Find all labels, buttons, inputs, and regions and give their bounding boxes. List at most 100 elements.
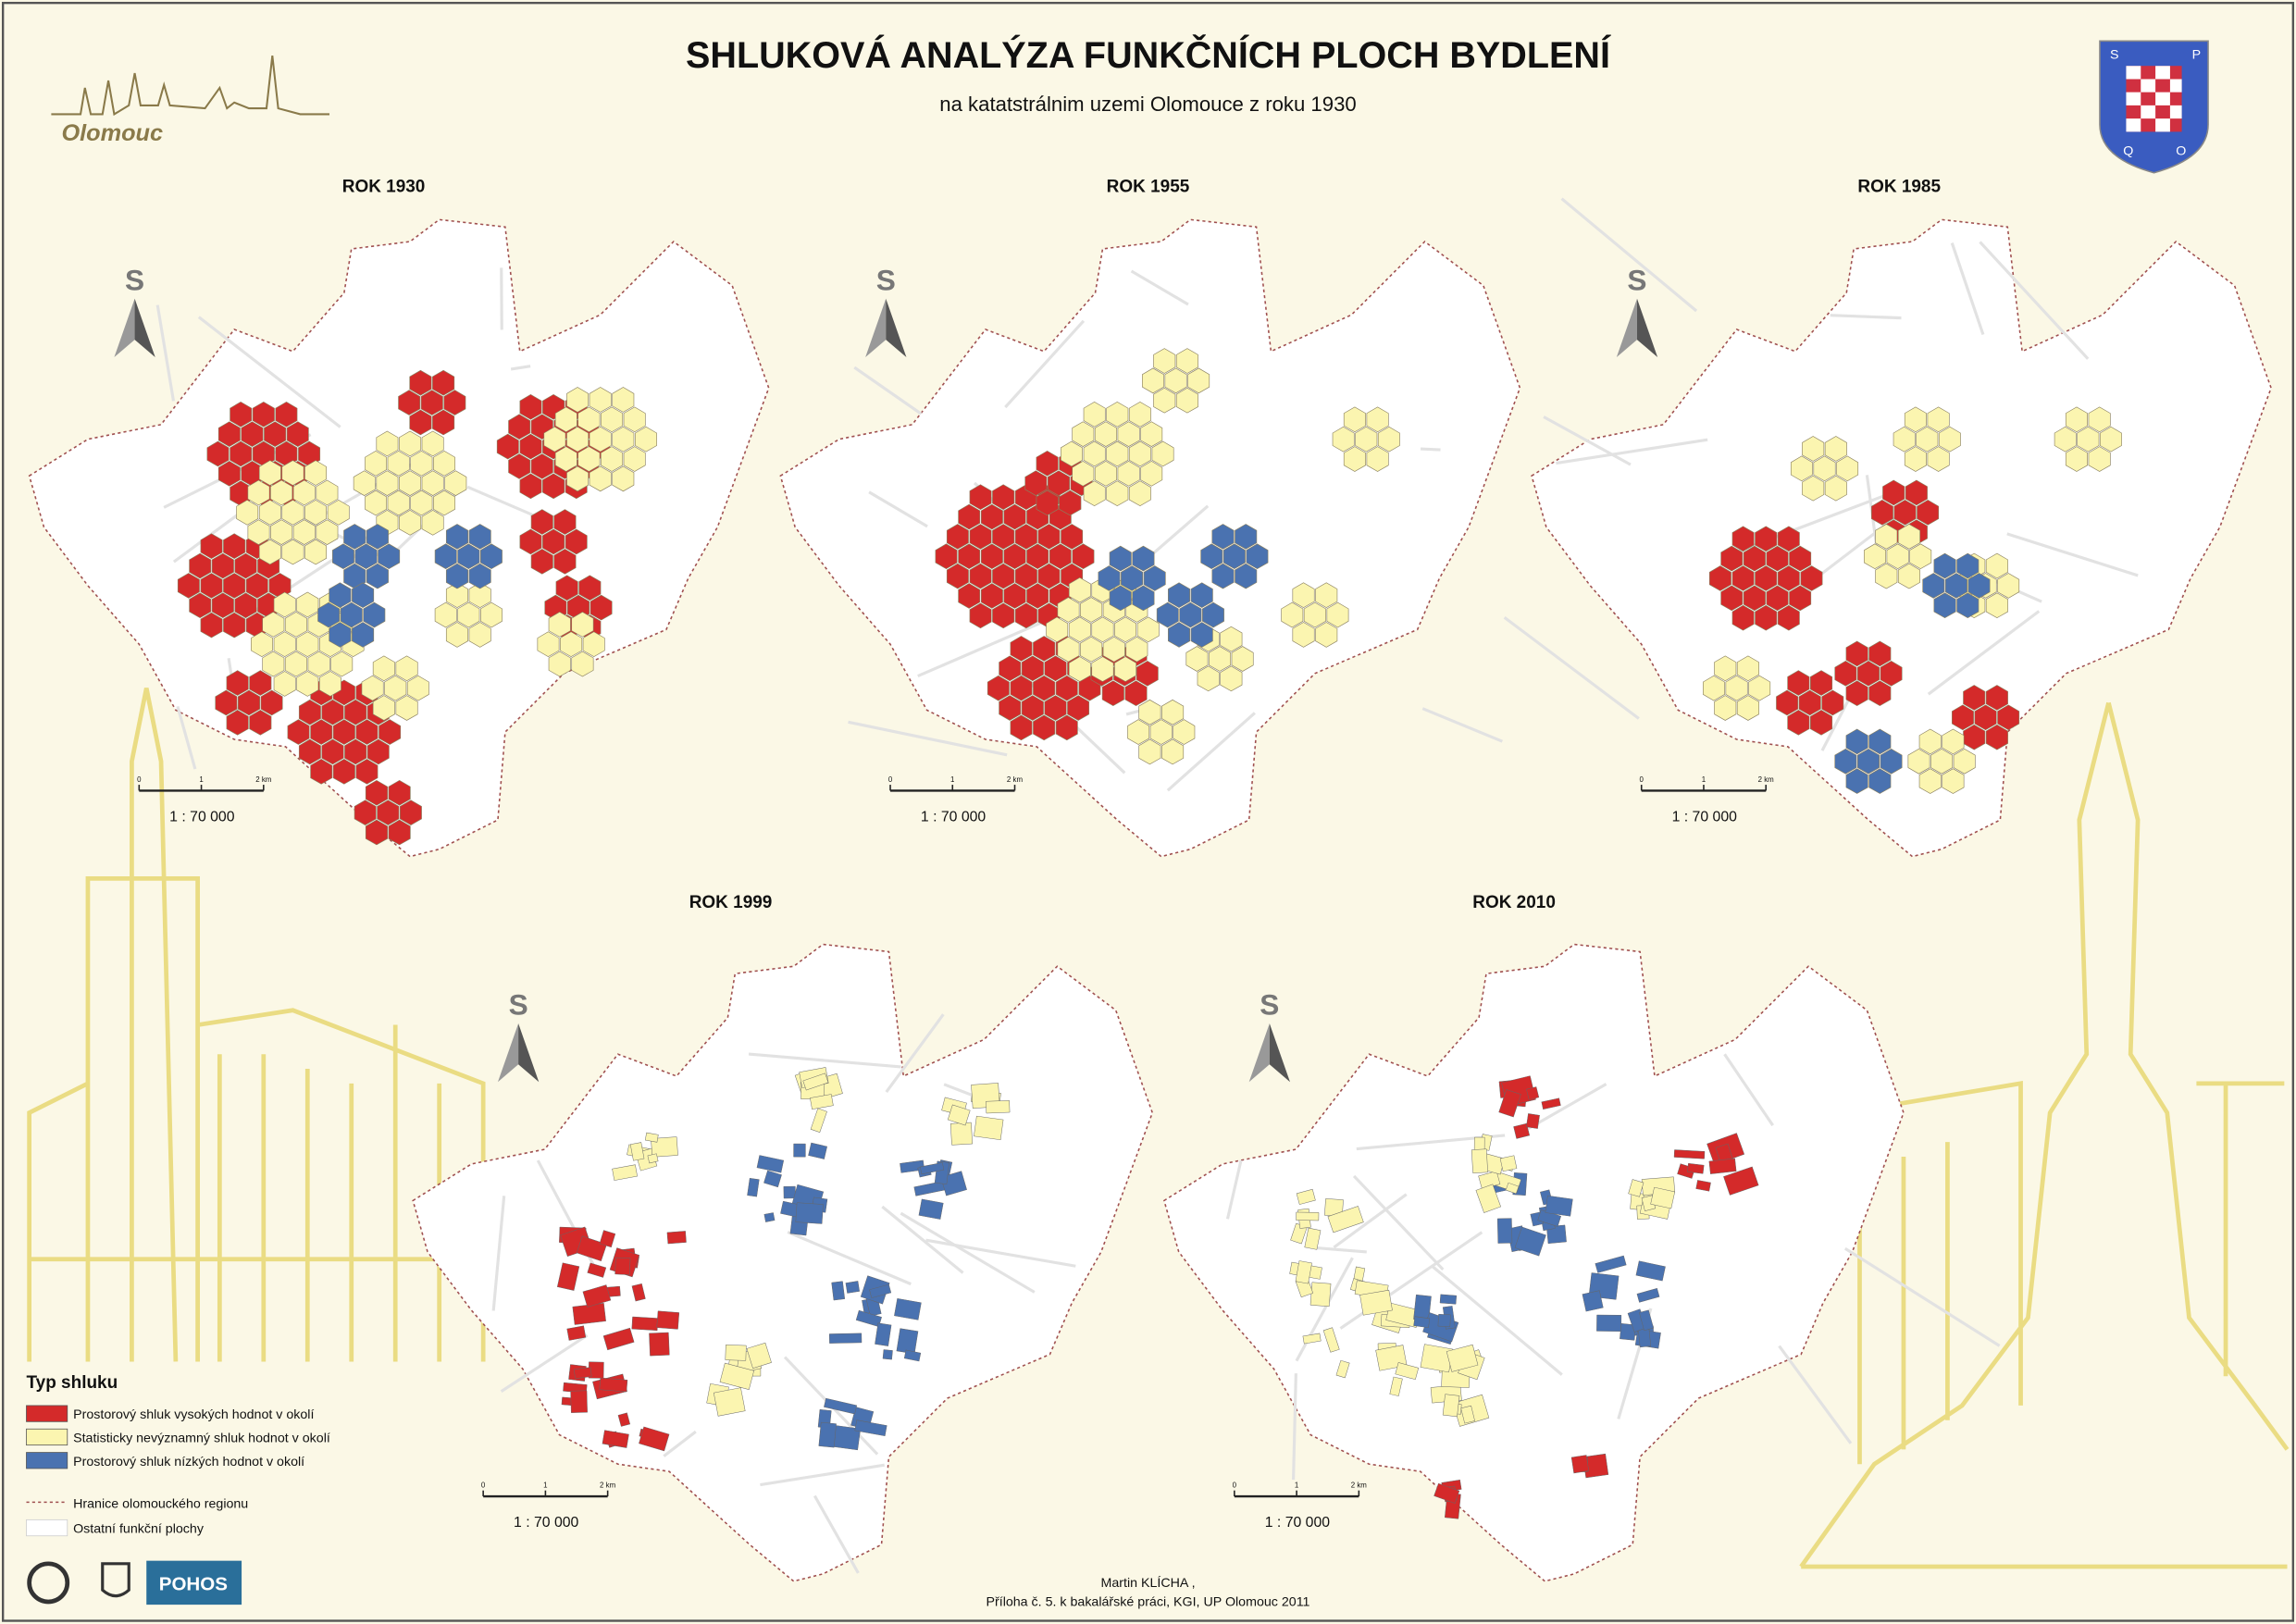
cluster-hex <box>1893 499 1917 526</box>
cluster-hex <box>2054 426 2077 452</box>
cluster-hex <box>445 622 469 648</box>
cluster-hex <box>211 552 234 579</box>
north-label: S <box>876 263 896 296</box>
cluster-hex <box>1161 699 1185 725</box>
map-panel: S 0 1 2 km 1 : 70 000 <box>1162 943 2001 1582</box>
cluster-hex <box>395 695 418 721</box>
cluster-hex <box>365 779 388 806</box>
cluster-hex <box>223 612 246 638</box>
cluster-hex <box>223 533 246 559</box>
street <box>1225 1159 1243 1220</box>
cluster-hex <box>1125 636 1148 663</box>
scale-ratio: 1 : 70 000 <box>514 1515 579 1531</box>
scale-ratio: 1 : 70 000 <box>1672 810 1738 825</box>
cluster-block <box>1526 1086 1540 1100</box>
cluster-block <box>649 1332 670 1357</box>
cluster-hex <box>434 543 457 570</box>
cluster-hex <box>582 631 605 657</box>
cluster-hex <box>1856 661 1880 687</box>
cluster-hex <box>1055 675 1078 701</box>
cluster-hex <box>946 524 969 550</box>
cluster-block <box>614 1257 631 1275</box>
cluster-hex <box>554 446 577 472</box>
cluster-hex <box>206 440 230 467</box>
cluster-hex <box>1927 406 1950 433</box>
street <box>1333 1193 1408 1249</box>
cluster-hex <box>1091 616 1114 643</box>
cluster-block <box>831 1281 846 1301</box>
logo-up <box>101 1562 130 1598</box>
cluster-hex <box>1072 461 1095 487</box>
cluster-hex <box>1292 582 1315 608</box>
cluster-hex <box>1777 565 1800 591</box>
cluster-hex <box>555 575 578 601</box>
cluster-hex <box>366 738 390 765</box>
cluster-hex <box>399 510 422 536</box>
cluster-hex <box>1003 543 1026 570</box>
cluster-hex <box>270 479 293 506</box>
scale-ratio: 1 : 70 000 <box>169 810 235 825</box>
cluster-hex <box>1714 695 1737 721</box>
cluster-hex <box>519 473 542 500</box>
street <box>491 1196 506 1311</box>
street <box>1843 1246 2001 1347</box>
cluster-hex <box>292 479 316 506</box>
cluster-block <box>1545 1195 1573 1217</box>
cluster-hex <box>399 800 422 825</box>
street <box>2006 532 2139 577</box>
cluster-hex <box>1164 367 1187 394</box>
cluster-hex <box>398 390 421 415</box>
cluster-hex <box>1046 616 1069 643</box>
cluster-hex <box>421 430 444 457</box>
cluster-hex <box>352 622 375 648</box>
cluster-hex <box>241 421 264 447</box>
cluster-hex <box>548 651 571 677</box>
cluster-hex <box>2065 446 2089 472</box>
cluster-hex <box>1997 573 2020 599</box>
cluster-hex <box>1736 695 1759 721</box>
cluster-block <box>828 1333 863 1344</box>
cluster-hex <box>1036 490 1059 516</box>
cluster-hex <box>1366 406 1389 433</box>
cluster-block <box>1636 1287 1660 1303</box>
cluster-hex <box>479 543 503 570</box>
cluster-hex <box>1061 440 1083 467</box>
scale-tick-label: 2 km <box>1758 775 1775 784</box>
cluster-hex <box>2088 406 2111 433</box>
cluster-block <box>903 1349 922 1362</box>
scale-tick-label: 2 km <box>255 775 272 784</box>
cluster-hex <box>1132 585 1155 612</box>
cluster-hex <box>1102 636 1125 663</box>
cluster-hex <box>554 406 577 433</box>
map-panel: S 0 1 2 km 1 : 70 000 <box>28 218 770 858</box>
cluster-hex <box>1875 563 1898 589</box>
street <box>1430 1264 1563 1376</box>
cluster-hex <box>384 675 407 701</box>
cluster-block <box>1442 1394 1460 1418</box>
cluster-hex <box>1907 748 1930 775</box>
cluster-hex <box>307 651 330 677</box>
cluster-hex <box>566 387 590 413</box>
cluster-hex <box>612 387 635 413</box>
cluster-hex <box>1967 573 1991 599</box>
scale-tick-label: 2 km <box>1007 775 1024 784</box>
cluster-block <box>1582 1290 1604 1312</box>
cluster-hex <box>612 426 635 452</box>
cluster-hex <box>1049 543 1072 570</box>
street <box>1543 415 1632 466</box>
cluster-hex <box>200 612 223 638</box>
cluster-hex <box>980 503 1003 530</box>
cluster-block <box>1673 1149 1706 1159</box>
cluster-block <box>1471 1148 1488 1174</box>
cluster-hex <box>304 499 328 526</box>
cluster-hex <box>329 622 352 648</box>
cluster-hex <box>281 499 304 526</box>
cluster-hex <box>1057 597 1080 623</box>
cluster-hex <box>457 543 480 570</box>
cluster-hex <box>1985 724 2008 750</box>
street <box>1503 615 1640 720</box>
cluster-hex <box>296 631 319 657</box>
cluster-hex <box>409 409 432 436</box>
cluster-hex <box>1326 601 1349 628</box>
